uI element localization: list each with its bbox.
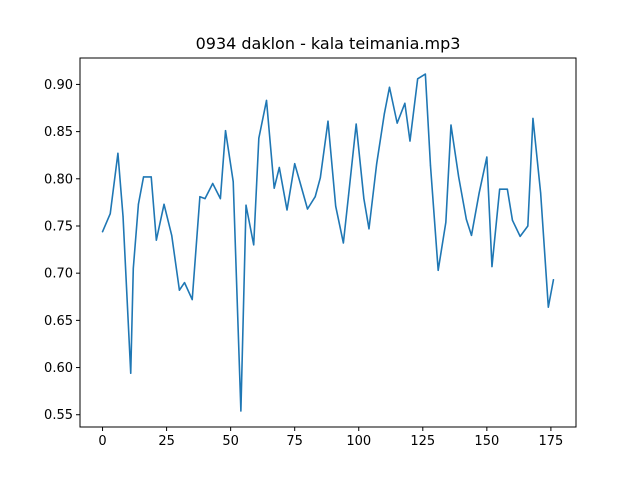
data-point bbox=[314, 196, 316, 198]
data-point bbox=[511, 219, 514, 221]
data-point bbox=[445, 221, 447, 223]
data-point bbox=[265, 99, 268, 102]
x-tick-label: 150 bbox=[474, 434, 499, 449]
chart-title: 0934 daklon - kala teimania.mp3 bbox=[196, 34, 461, 53]
data-point bbox=[273, 187, 275, 189]
data-point bbox=[424, 73, 426, 75]
data-point bbox=[109, 213, 111, 215]
data-point bbox=[499, 188, 501, 190]
x-tick-label: 100 bbox=[346, 434, 371, 449]
y-tick-label: 0.60 bbox=[44, 361, 73, 376]
data-point bbox=[465, 218, 467, 220]
data-point bbox=[409, 140, 411, 142]
data-point bbox=[224, 130, 227, 132]
x-tick-label: 50 bbox=[222, 434, 239, 449]
y-tick-label: 0.55 bbox=[44, 408, 73, 423]
data-point bbox=[491, 265, 493, 268]
data-point bbox=[417, 78, 419, 80]
data-point bbox=[335, 205, 337, 207]
data-point bbox=[404, 102, 406, 104]
data-point bbox=[552, 279, 555, 281]
y-tick-label: 0.65 bbox=[44, 314, 73, 329]
series-layer bbox=[101, 73, 555, 412]
data-point bbox=[429, 164, 432, 167]
x-tick-label: 0 bbox=[98, 434, 106, 449]
data-point bbox=[486, 156, 488, 158]
data-point bbox=[294, 163, 296, 165]
x-axis: 0 25 50 75 100 125 150 175 bbox=[98, 427, 563, 449]
data-point bbox=[327, 120, 329, 122]
data-point bbox=[178, 289, 181, 291]
data-point bbox=[342, 242, 344, 244]
data-point bbox=[306, 208, 309, 210]
data-point bbox=[478, 192, 480, 194]
data-point bbox=[163, 203, 165, 205]
y-tick-label: 0.70 bbox=[44, 267, 73, 282]
data-point bbox=[132, 267, 134, 270]
data-point bbox=[245, 204, 247, 206]
data-point bbox=[191, 298, 193, 301]
data-point bbox=[376, 163, 378, 165]
y-tick-label: 0.80 bbox=[44, 172, 73, 187]
data-point bbox=[540, 192, 542, 194]
y-tick-label: 0.90 bbox=[44, 78, 73, 93]
x-tick-label: 75 bbox=[286, 434, 303, 449]
x-tick-label: 175 bbox=[538, 434, 563, 449]
data-point bbox=[130, 372, 132, 374]
data-point bbox=[368, 228, 370, 230]
data-point bbox=[212, 182, 214, 185]
data-point bbox=[240, 410, 242, 412]
data-point bbox=[299, 181, 301, 183]
data-point bbox=[363, 198, 365, 200]
data-point bbox=[142, 176, 145, 178]
data-point bbox=[122, 215, 124, 218]
data-point bbox=[396, 122, 398, 124]
data-point bbox=[286, 209, 288, 211]
data-point bbox=[199, 196, 201, 198]
data-point bbox=[437, 269, 439, 271]
data-point bbox=[117, 152, 119, 154]
data-point bbox=[219, 198, 221, 200]
data-point bbox=[258, 137, 260, 139]
data-point bbox=[278, 166, 280, 169]
data-point bbox=[519, 235, 521, 237]
x-tick-label: 25 bbox=[158, 434, 175, 449]
data-point bbox=[547, 306, 549, 308]
series-line-0 bbox=[101, 73, 555, 412]
data-point bbox=[204, 198, 206, 200]
data-point bbox=[532, 117, 534, 119]
y-tick-label: 0.85 bbox=[44, 125, 73, 140]
data-point bbox=[450, 124, 452, 126]
data-point bbox=[458, 176, 460, 178]
y-tick-label: 0.75 bbox=[44, 219, 73, 234]
data-point bbox=[388, 86, 391, 88]
data-point bbox=[527, 225, 529, 227]
data-point bbox=[253, 244, 255, 246]
data-point bbox=[319, 177, 321, 179]
data-point bbox=[101, 231, 104, 233]
data-point bbox=[155, 239, 157, 241]
data-point bbox=[171, 234, 173, 237]
y-axis: 0.55 0.60 0.65 0.70 0.75 0.80 0.85 0.90 bbox=[44, 78, 80, 423]
data-point bbox=[383, 113, 385, 115]
data-point bbox=[470, 234, 473, 237]
data-point bbox=[232, 181, 234, 183]
plot-frame bbox=[79, 57, 577, 428]
data-point bbox=[137, 203, 140, 205]
x-tick-label: 125 bbox=[410, 434, 435, 449]
data-point bbox=[183, 282, 186, 284]
data-point bbox=[347, 195, 350, 197]
data-point bbox=[506, 188, 508, 190]
data-point bbox=[355, 123, 357, 125]
data-point bbox=[150, 176, 152, 178]
